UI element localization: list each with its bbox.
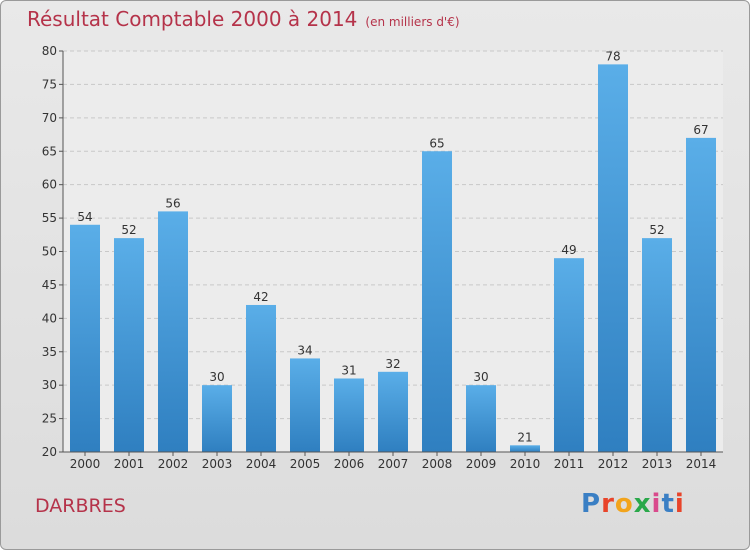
- data-label-2003: 30: [209, 370, 224, 384]
- data-label-2004: 42: [253, 290, 268, 304]
- bar-2013: [642, 238, 672, 452]
- y-tick-label: 50: [42, 245, 57, 259]
- y-tick-label: 25: [42, 412, 57, 426]
- y-tick-label: 30: [42, 378, 57, 392]
- bar-2009: [466, 385, 496, 452]
- data-label-2000: 54: [77, 210, 92, 224]
- data-label-2010: 21: [517, 430, 532, 444]
- x-tick-label: 2012: [598, 457, 629, 471]
- data-label-2006: 31: [341, 363, 356, 377]
- logo-letter: P: [581, 489, 602, 519]
- y-tick-label: 45: [42, 278, 57, 292]
- x-tick-label: 2010: [510, 457, 541, 471]
- bar-2000: [70, 224, 100, 452]
- y-axis: 20 25 30 35 40 45 50 55 60 65 70 75 80: [42, 44, 64, 459]
- logo-letter: r: [601, 489, 615, 519]
- y-tick-label: 60: [42, 178, 57, 192]
- bar-2003: [202, 385, 232, 452]
- y-tick-label: 70: [42, 111, 57, 125]
- data-label-2002: 56: [165, 196, 180, 210]
- y-tick-label: 65: [42, 144, 57, 158]
- data-label-2009: 30: [473, 370, 488, 384]
- x-tick-label: 2003: [202, 457, 233, 471]
- logo-letter: i: [674, 489, 685, 519]
- data-label-2008: 65: [429, 136, 444, 150]
- title-unit: (en milliers d'€): [365, 15, 460, 29]
- x-tick-label: 2007: [378, 457, 409, 471]
- bar-2011: [554, 258, 584, 452]
- y-tick-label: 80: [42, 44, 57, 58]
- bar-2012: [598, 64, 628, 452]
- x-tick-label: 2000: [70, 457, 101, 471]
- bar-2007: [378, 371, 408, 452]
- x-tick-label: 2009: [466, 457, 497, 471]
- data-label-2001: 52: [121, 223, 136, 237]
- x-tick-label: 2008: [422, 457, 453, 471]
- title-text: Résultat Comptable 2000 à 2014: [27, 7, 358, 31]
- logo-letter: x: [633, 489, 652, 519]
- x-tick-label: 2014: [686, 457, 717, 471]
- logo-letter: t: [661, 489, 675, 519]
- bars: 54 52 56 30 42 34 31 32 65 30 21 49 78 52 67: [70, 49, 716, 452]
- bar-2008: [422, 151, 452, 452]
- x-tick-label: 2005: [290, 457, 321, 471]
- data-label-2005: 34: [297, 343, 312, 357]
- data-label-2011: 49: [561, 243, 576, 257]
- y-tick-label: 55: [42, 211, 57, 225]
- place-name: DARBRES: [35, 495, 126, 517]
- logo-letter: o: [614, 489, 634, 519]
- x-tick-label: 2001: [114, 457, 145, 471]
- bar-2002: [158, 211, 188, 452]
- data-label-2012: 78: [605, 49, 620, 63]
- x-axis: 2000 2001 2002 2003 2004 2005 2006 2007 2008 2009…: [63, 451, 723, 471]
- data-label-2014: 67: [693, 123, 708, 137]
- bar-2010: [510, 445, 540, 452]
- logo-letter: i: [651, 489, 662, 519]
- bar-2014: [686, 137, 716, 452]
- y-tick-label: 35: [42, 345, 57, 359]
- bar-2004: [246, 304, 276, 452]
- x-tick-label: 2004: [246, 457, 277, 471]
- data-label-2013: 52: [649, 223, 664, 237]
- data-label-2007: 32: [385, 357, 400, 371]
- bar-2001: [114, 238, 144, 452]
- bar-2006: [334, 378, 364, 452]
- bar-2005: [290, 358, 320, 452]
- x-tick-label: 2002: [158, 457, 189, 471]
- x-tick-label: 2011: [554, 457, 585, 471]
- y-tick-label: 75: [42, 77, 57, 91]
- x-tick-label: 2013: [642, 457, 673, 471]
- x-tick-label: 2006: [334, 457, 365, 471]
- proxiti-logo: Proxiti: [581, 489, 685, 519]
- y-tick-label: 40: [42, 311, 57, 325]
- y-tick-label: 20: [42, 445, 57, 459]
- chart-title: Résultat Comptable 2000 à 2014 (en millie…: [27, 7, 460, 31]
